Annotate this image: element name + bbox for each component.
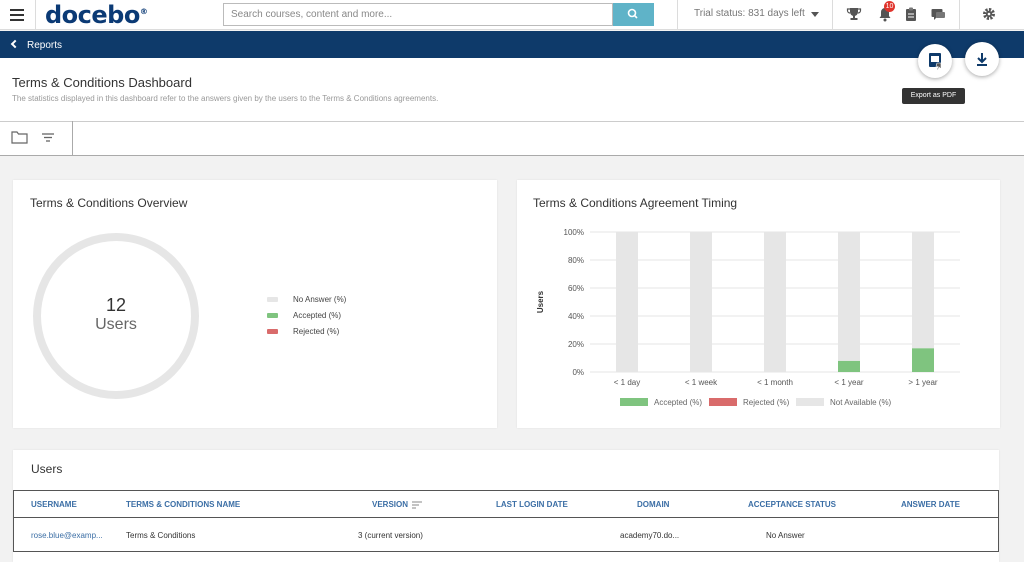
- chat-icon[interactable]: [930, 6, 946, 22]
- legend-no-answer: No Answer (%): [293, 295, 347, 304]
- page-description: The statistics displayed in this dashboa…: [12, 94, 439, 103]
- total-users-label: Users: [95, 316, 137, 333]
- sort-icon[interactable]: [412, 501, 422, 509]
- filter-icon[interactable]: [41, 132, 55, 143]
- caret-down-icon[interactable]: [811, 12, 819, 17]
- bar-not-1: [690, 232, 712, 372]
- page-header: [0, 58, 1024, 121]
- bar-accepted-3: [838, 360, 860, 372]
- col-username[interactable]: USERNAME: [31, 500, 77, 509]
- divider: [959, 0, 960, 30]
- cell-version: 3 (current version): [358, 531, 423, 540]
- search-button[interactable]: [613, 3, 654, 26]
- y-tick-label: 40%: [568, 312, 584, 321]
- bar-accepted-4: [912, 348, 934, 372]
- y-tick-label: 80%: [568, 256, 584, 265]
- col-tc-name[interactable]: TERMS & CONDITIONS NAME: [126, 500, 241, 509]
- legend-label: Not Available (%): [830, 398, 892, 407]
- gear-icon[interactable]: [981, 6, 997, 22]
- legend-swatch-rejected: [267, 329, 278, 334]
- col-last-login[interactable]: LAST LOGIN DATE: [496, 500, 568, 509]
- export-tooltip: Export as PDF: [902, 88, 965, 104]
- x-tick-label: < 1 year: [834, 378, 863, 387]
- y-tick-label: 20%: [568, 340, 584, 349]
- x-tick-label: < 1 day: [614, 378, 640, 387]
- x-tick-label: < 1 month: [757, 378, 793, 387]
- y-axis-label: Users: [536, 290, 545, 313]
- logo[interactable]: docebo®: [45, 1, 148, 29]
- legend-label: Rejected (%): [743, 398, 790, 407]
- legend-swatch-no-answer: [267, 297, 278, 302]
- back-to-reports-link[interactable]: Reports: [27, 40, 63, 51]
- divider: [35, 0, 36, 30]
- overview-title: Terms & Conditions Overview: [30, 196, 188, 210]
- cell-username[interactable]: rose.blue@examp...: [31, 531, 103, 540]
- y-tick-label: 0%: [572, 368, 584, 377]
- overview-card: [13, 180, 497, 428]
- table-row: [13, 518, 999, 552]
- divider: [72, 121, 73, 156]
- legend-swatch: [796, 398, 824, 406]
- trial-status[interactable]: Trial status: 831 days left: [694, 8, 805, 19]
- legend-swatch: [709, 398, 737, 406]
- divider: [832, 0, 833, 30]
- cell-tc-name: Terms & Conditions: [126, 531, 196, 540]
- bar-not-4: [912, 232, 934, 349]
- export-pdf-button[interactable]: [918, 44, 952, 78]
- bar-not-3: [838, 232, 860, 361]
- filter-bar: [0, 121, 1024, 156]
- search-input[interactable]: Search courses, content and more...: [223, 3, 613, 26]
- col-acceptance-status[interactable]: ACCEPTANCE STATUS: [748, 500, 836, 509]
- trophy-icon[interactable]: [846, 6, 862, 22]
- legend-accepted: Accepted (%): [293, 311, 342, 320]
- legend-swatch: [620, 398, 648, 406]
- search-icon: [627, 8, 638, 19]
- divider: [677, 0, 678, 30]
- bar-not-2: [764, 232, 786, 372]
- users-title: Users: [31, 462, 63, 476]
- donut-no-answer-arc: [33, 233, 199, 399]
- download-button[interactable]: [965, 42, 999, 76]
- legend-label: Accepted (%): [654, 398, 702, 407]
- folder-icon[interactable]: [11, 130, 28, 144]
- total-users-count: 12: [105, 295, 127, 315]
- timing-bar-chart: 0% 20% 40% 60% 80% 100% Users < 1 day < 1 week < …: [536, 228, 960, 407]
- table-header: [13, 490, 999, 518]
- notification-badge: 10: [884, 1, 895, 12]
- clipboard-icon[interactable]: [903, 6, 919, 22]
- y-tick-label: 60%: [568, 284, 584, 293]
- breadcrumb-bar: [0, 31, 1024, 58]
- cell-status: No Answer: [766, 531, 805, 540]
- y-tick-label: 100%: [564, 228, 584, 237]
- col-answer-date[interactable]: ANSWER DATE: [901, 500, 960, 509]
- donut-chart: [33, 233, 199, 399]
- cell-domain: academy70.do...: [620, 531, 680, 540]
- pdf-icon: [929, 53, 942, 71]
- page-title: Terms & Conditions Dashboard: [12, 75, 192, 90]
- bar-not-0: [616, 232, 638, 372]
- legend-rejected: Rejected (%): [293, 327, 340, 336]
- menu-icon[interactable]: [10, 9, 24, 21]
- legend-swatch-accepted: [267, 313, 278, 318]
- timing-title: Terms & Conditions Agreement Timing: [533, 196, 738, 210]
- download-icon: [977, 53, 987, 66]
- col-version[interactable]: VERSION: [372, 500, 409, 509]
- col-domain[interactable]: DOMAIN: [637, 500, 670, 509]
- x-tick-label: > 1 year: [908, 378, 937, 387]
- x-tick-label: < 1 week: [685, 378, 718, 387]
